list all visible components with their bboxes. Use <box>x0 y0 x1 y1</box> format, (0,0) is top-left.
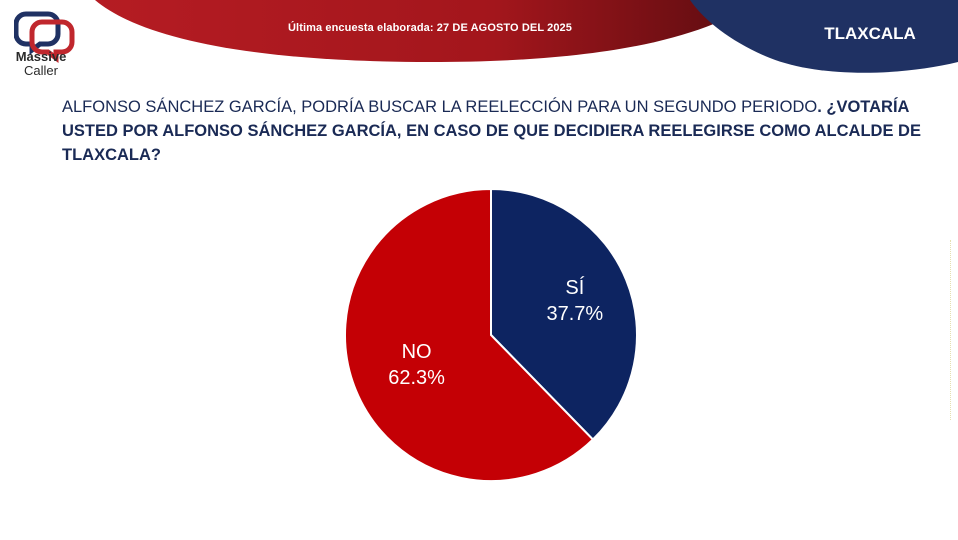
survey-question: ALFONSO SÁNCHEZ GARCÍA, PODRÍA BUSCAR LA… <box>62 95 942 167</box>
pie-slice-no <box>344 187 595 482</box>
question-intro: ALFONSO SÁNCHEZ GARCÍA, PODRÍA BUSCAR LA… <box>62 98 818 116</box>
slice-value-no: 62.3% <box>388 367 445 390</box>
side-decoration <box>950 240 955 420</box>
slice-value-si: 37.7% <box>546 302 604 325</box>
pie-slice-s <box>490 187 638 441</box>
massive-caller-logo <box>14 11 75 63</box>
red-banner <box>95 0 760 62</box>
slice-label-si: SÍ 37.7% <box>515 275 635 327</box>
survey-date: Última encuesta elaborada: 27 DE AGOSTO … <box>288 22 572 34</box>
slice-label-no: NO 62.3% <box>357 339 477 391</box>
question-main: . ¿VOTARÍA USTED POR ALFONSO SÁNCHEZ GAR… <box>62 98 921 164</box>
navy-banner <box>690 0 958 73</box>
slice-name-si: SÍ <box>565 276 585 299</box>
logo-text-caller: Caller <box>24 63 58 78</box>
state-label: TLAXCALA <box>824 24 916 43</box>
logo-text-massive: Massive <box>15 49 67 64</box>
slice-name-no: NO <box>401 341 432 364</box>
